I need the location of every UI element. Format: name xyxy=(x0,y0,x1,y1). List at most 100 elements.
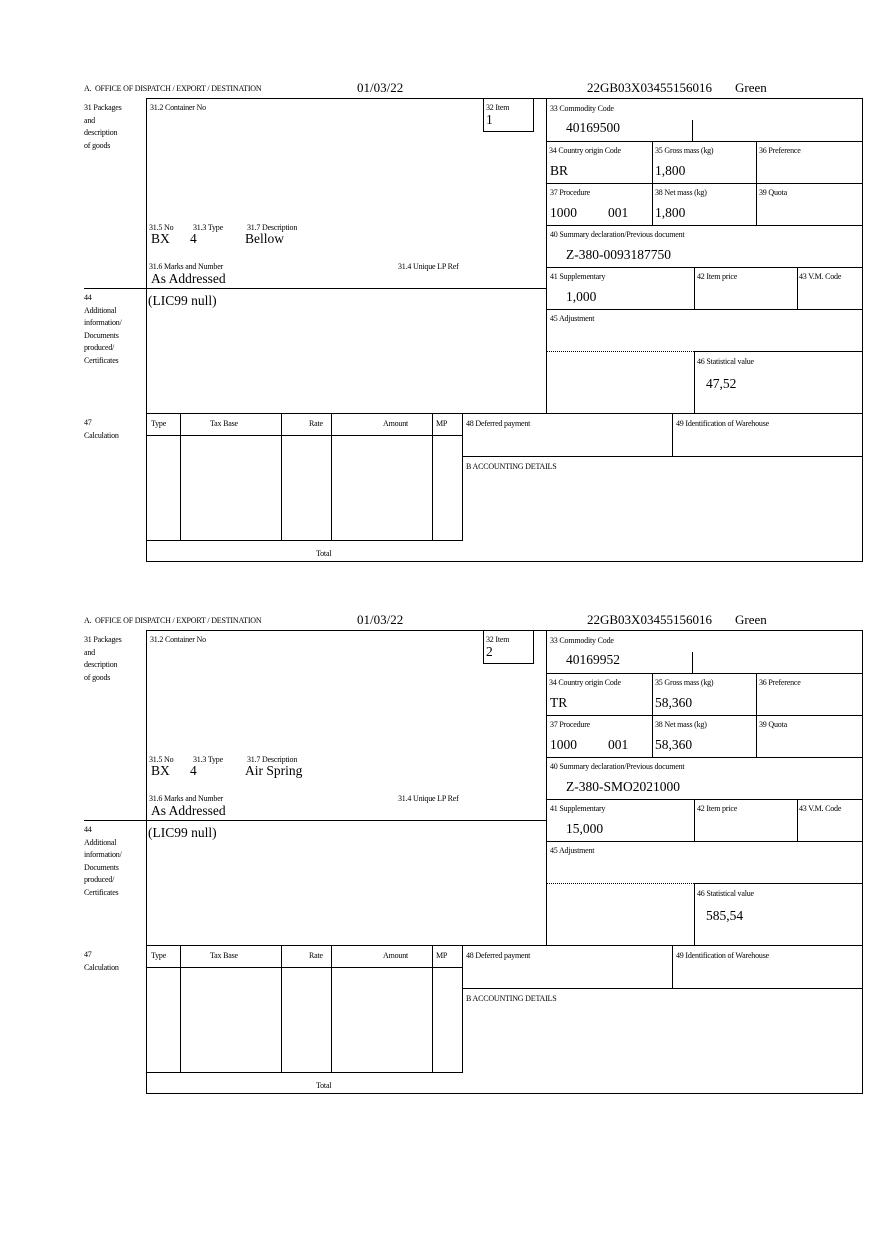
commodity-code-value: 40169500 xyxy=(566,120,620,135)
commodity-code-label: 33 Commodity Code xyxy=(550,104,614,113)
divider xyxy=(546,630,547,945)
package-kind: BX xyxy=(151,231,170,246)
calc-mp-header: MP xyxy=(436,419,448,428)
total-label: Total xyxy=(316,1081,332,1090)
divider xyxy=(672,413,673,456)
adjustment-label: 45 Adjustment xyxy=(550,314,595,323)
total-label: Total xyxy=(316,549,332,558)
procedure-additional-value: 001 xyxy=(608,737,629,752)
no-label: 31.5 No xyxy=(149,755,174,764)
type-label: 31.3 Type xyxy=(193,223,223,232)
divider xyxy=(546,715,862,716)
goods-description: Air Spring xyxy=(245,763,303,778)
packages-label: 31 Packages and description of goods xyxy=(84,103,122,150)
additional-info-label: 44 Additional information/ Documents pro… xyxy=(84,825,122,897)
gross-mass-label: 35 Gross mass (kg) xyxy=(655,678,714,687)
packages-label: 31 Packages and description of goods xyxy=(84,635,122,682)
statistical-value: 585,54 xyxy=(706,908,744,923)
vm-code-label: 43 V.M. Code xyxy=(799,804,842,813)
declaration-date: 01/03/22 xyxy=(357,612,404,627)
marks-value: As Addressed xyxy=(151,271,226,286)
divider xyxy=(146,967,462,968)
divider xyxy=(692,120,693,141)
divider xyxy=(694,351,695,413)
net-mass-value: 1,800 xyxy=(655,205,686,220)
package-kind: BX xyxy=(151,763,170,778)
route-status: Green xyxy=(735,80,767,95)
divider xyxy=(797,267,798,309)
office-label: A. OFFICE OF DISPATCH / EXPORT / DESTINA… xyxy=(84,616,262,625)
gross-mass-value: 58,360 xyxy=(655,695,693,710)
no-label: 31.5 No xyxy=(149,223,174,232)
divider xyxy=(546,309,862,310)
divider xyxy=(146,435,462,436)
calc-amount-header: Amount xyxy=(383,419,409,428)
divider xyxy=(331,945,332,1072)
additional-info-label: 44 Additional information/ Documents pro… xyxy=(84,293,122,365)
additional-info-value: (LIC99 null) xyxy=(148,293,217,308)
supplementary-value: 15,000 xyxy=(566,821,604,836)
calculation-label: 47 Calculation xyxy=(84,418,119,440)
preference-label: 36 Preference xyxy=(759,146,801,155)
type-label: 31.3 Type xyxy=(193,755,223,764)
divider xyxy=(546,757,862,758)
route-status: Green xyxy=(735,612,767,627)
calc-tax-base-header: Tax Base xyxy=(210,951,238,960)
vm-code-label: 43 V.M. Code xyxy=(799,272,842,281)
marks-label: 31.6 Marks and Number xyxy=(149,262,224,271)
divider xyxy=(756,141,757,225)
procedure-value: 1000 xyxy=(550,737,577,752)
divider xyxy=(694,883,862,884)
divider xyxy=(652,141,653,225)
divider xyxy=(180,945,181,1072)
gross-mass-label: 35 Gross mass (kg) xyxy=(655,146,714,155)
unique-lp-ref-label: 31.4 Unique LP Ref xyxy=(398,262,459,271)
accounting-details-label: B ACCOUNTING DETAILS xyxy=(466,462,557,471)
divider xyxy=(462,988,862,989)
warehouse-id-label: 49 Identification of Warehouse xyxy=(676,951,769,960)
divider xyxy=(546,799,862,800)
net-mass-value: 58,360 xyxy=(655,737,693,752)
statistical-value-label: 46 Statistical value xyxy=(697,889,754,898)
divider xyxy=(462,456,862,457)
description-label: 31.7 Description xyxy=(247,755,298,764)
declaration-date: 01/03/22 xyxy=(357,80,404,95)
accounting-details-label: B ACCOUNTING DETAILS xyxy=(466,994,557,1003)
calc-rate-header: Rate xyxy=(309,419,323,428)
dotted-divider xyxy=(546,883,694,884)
procedure-label: 37 Procedure xyxy=(550,188,591,197)
divider xyxy=(146,1072,463,1073)
dotted-divider xyxy=(546,351,547,413)
divider xyxy=(281,945,282,1072)
divider xyxy=(432,413,433,540)
item-box xyxy=(483,630,534,664)
unique-lp-ref-label: 31.4 Unique LP Ref xyxy=(398,794,459,803)
calc-amount-header: Amount xyxy=(383,951,409,960)
divider xyxy=(694,267,695,309)
divider xyxy=(84,288,546,289)
description-label: 31.7 Description xyxy=(247,223,298,232)
quota-label: 39 Quota xyxy=(759,720,787,729)
divider xyxy=(331,413,332,540)
item-price-label: 42 Item price xyxy=(697,272,738,281)
divider xyxy=(692,652,693,673)
gross-mass-value: 1,800 xyxy=(655,163,686,178)
calculation-label: 47 Calculation xyxy=(84,950,119,972)
item-number: 2 xyxy=(486,644,493,659)
commodity-code-label: 33 Commodity Code xyxy=(550,636,614,645)
marks-label: 31.6 Marks and Number xyxy=(149,794,224,803)
summary-declaration-value: Z-380-SMO2021000 xyxy=(566,779,680,794)
deferred-payment-label: 48 Deferred payment xyxy=(466,951,531,960)
container-no-label: 31.2 Container No xyxy=(150,635,206,644)
calc-mp-header: MP xyxy=(436,951,448,960)
divider xyxy=(672,945,673,988)
preference-label: 36 Preference xyxy=(759,678,801,687)
deferred-payment-label: 48 Deferred payment xyxy=(466,419,531,428)
divider xyxy=(546,673,862,674)
divider xyxy=(146,540,463,541)
country-origin-label: 34 Country origin Code xyxy=(549,146,621,155)
item-price-label: 42 Item price xyxy=(697,804,738,813)
item-declaration-block: A. OFFICE OF DISPATCH / EXPORT / DESTINA… xyxy=(0,78,882,568)
container-no-label: 31.2 Container No xyxy=(150,103,206,112)
